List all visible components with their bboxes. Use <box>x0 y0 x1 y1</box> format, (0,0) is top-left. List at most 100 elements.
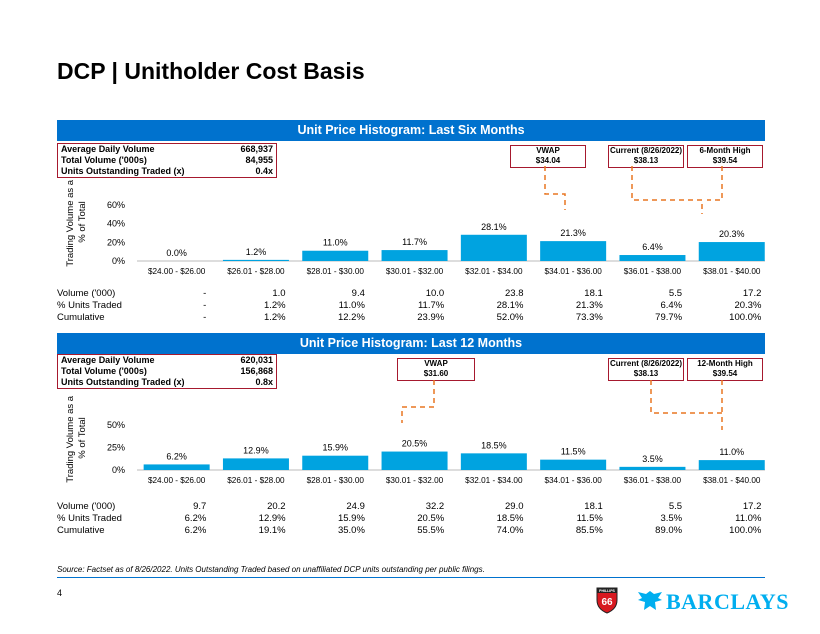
chart2-high-callout: 12-Month High $39.54 <box>687 358 763 381</box>
data-label: 18.5% <box>481 440 507 450</box>
table-row-label: Volume ('000) <box>57 288 116 299</box>
chart2-data-table: Volume ('000) 9.7 20.2 24.9 32.2 29.0 18.1 5.5 1… <box>57 501 765 537</box>
x-tick-label: $38.01 - $40.00 <box>703 267 761 276</box>
data-label: 28.1% <box>481 222 507 232</box>
x-tick-label: $36.01 - $38.00 <box>624 267 682 276</box>
table-cell: 55.5% <box>417 525 445 536</box>
bar <box>540 459 607 470</box>
table-cell: - <box>203 312 207 323</box>
source-note: Source: Factset as of 8/26/2022. Units O… <box>57 565 485 574</box>
table-cell: 20.5% <box>417 513 445 524</box>
table-cell: 1.2% <box>263 300 286 311</box>
table-row-label: % Units Traded <box>57 513 122 524</box>
x-tick-label: $26.01 - $28.00 <box>227 476 285 485</box>
chart1-current-callout: Current (8/26/2022) $38.13 <box>608 145 684 168</box>
bar <box>619 255 686 261</box>
chart1-ylabel: Trading Volume as a % of Total <box>65 177 88 266</box>
callout-title: VWAP <box>536 146 560 155</box>
table-cell: 73.3% <box>575 312 603 323</box>
stat-label: Units Outstanding Traded (x) <box>61 377 185 387</box>
table-row-label: % Units Traded <box>57 300 122 311</box>
table-cell: 100.0% <box>729 525 762 536</box>
callout-value: $31.60 <box>423 369 449 378</box>
x-tick-label: $30.01 - $32.00 <box>386 267 444 276</box>
data-label: 6.2% <box>166 451 187 461</box>
table-cell: 32.2 <box>425 501 445 512</box>
table-cell: 10.0 <box>425 288 445 299</box>
table-cell: 79.7% <box>655 312 683 323</box>
callout-value: $39.54 <box>712 369 738 378</box>
stat-value: 0.4x <box>255 166 273 176</box>
chart2-connector-lines <box>401 380 723 430</box>
data-label: 12.9% <box>243 445 269 455</box>
ylabel-line2: % of Total <box>77 417 88 459</box>
table-cell: 21.3% <box>575 300 603 311</box>
page-number: 4 <box>57 588 63 598</box>
bar <box>381 250 448 261</box>
table-cell: 18.5% <box>496 513 524 524</box>
data-label: 0.0% <box>166 248 187 258</box>
table-row-label: Cumulative <box>57 312 105 323</box>
table-cell: 3.5% <box>660 513 683 524</box>
table-cell: 29.0 <box>505 501 524 512</box>
table-cell: 6.2% <box>184 525 207 536</box>
callout-value: $38.13 <box>633 369 659 378</box>
y-tick-label: 40% <box>107 219 125 229</box>
table-cell: 89.0% <box>655 525 683 536</box>
stat-value: 84,955 <box>245 155 273 165</box>
bar <box>302 455 369 470</box>
chart1-vwap-callout: VWAP $34.04 <box>510 145 586 168</box>
stat-value: 668,937 <box>240 144 273 154</box>
y-tick-label: 25% <box>107 443 125 453</box>
stat-label: Units Outstanding Traded (x) <box>61 166 185 176</box>
bar <box>460 234 527 261</box>
y-tick-label: 50% <box>107 420 125 430</box>
callout-title: Current (8/26/2022) <box>609 146 683 155</box>
chart1-stat-row: Average Daily Volume 668,937 <box>61 144 273 155</box>
stat-label: Total Volume ('000s) <box>61 366 147 376</box>
page-title: DCP | Unitholder Cost Basis <box>57 58 365 84</box>
data-label: 20.3% <box>719 229 745 239</box>
table-cell: 11.0% <box>338 300 365 311</box>
chart1-connector-lines <box>544 166 723 214</box>
table-cell: 11.7% <box>417 300 445 311</box>
table-cell: 11.0% <box>735 513 762 524</box>
chart1-stat-row: Units Outstanding Traded (x) 0.4x <box>61 166 273 177</box>
chart2-stats-box: Average Daily Volume 620,031 Total Volum… <box>57 354 277 389</box>
data-label: 20.5% <box>402 439 428 449</box>
callout-value: $39.54 <box>712 156 738 165</box>
table-cell: 11.5% <box>576 513 603 524</box>
chart1-stats-box: Average Daily Volume 668,937 Total Volum… <box>57 143 277 178</box>
table-cell: 1.0 <box>272 288 286 299</box>
y-tick-label: 60% <box>107 200 125 210</box>
table-cell: 35.0% <box>337 525 365 536</box>
table-cell: 17.2 <box>742 501 762 512</box>
y-tick-label: 0% <box>112 465 125 475</box>
table-cell: 20.3% <box>734 300 762 311</box>
table-cell: 23.9% <box>417 312 445 323</box>
table-cell: 52.0% <box>496 312 524 323</box>
table-cell: 6.4% <box>660 300 683 311</box>
table-cell: 9.7 <box>193 501 207 512</box>
bar <box>302 250 369 261</box>
callout-title: 12-Month High <box>697 359 753 368</box>
x-tick-label: $34.01 - $36.00 <box>544 267 602 276</box>
chart2-current-callout: Current (8/26/2022) $38.13 <box>608 358 684 381</box>
table-cell: 1.2% <box>263 312 286 323</box>
chart1-svg: Trading Volume as a % of Total 0% 20% 40% 6… <box>65 166 765 276</box>
table-cell: 85.5% <box>575 525 603 536</box>
callout-value: $34.04 <box>535 156 561 165</box>
data-label: 11.0% <box>719 447 744 457</box>
table-cell: 5.5 <box>668 288 683 299</box>
data-label: 15.9% <box>322 443 348 453</box>
table-cell: 19.1% <box>258 525 286 536</box>
table-row-label: Cumulative <box>57 525 105 536</box>
x-tick-label: $24.00 - $26.00 <box>148 267 206 276</box>
table-cell: 20.2 <box>267 501 286 512</box>
ylabel-line1: Trading Volume as a <box>65 395 76 482</box>
table-cell: 74.0% <box>496 525 524 536</box>
table-cell: 18.1 <box>584 501 603 512</box>
stat-label: Average Daily Volume <box>61 144 155 154</box>
x-tick-label: $34.01 - $36.00 <box>544 476 602 485</box>
x-tick-label: $26.01 - $28.00 <box>227 267 285 276</box>
